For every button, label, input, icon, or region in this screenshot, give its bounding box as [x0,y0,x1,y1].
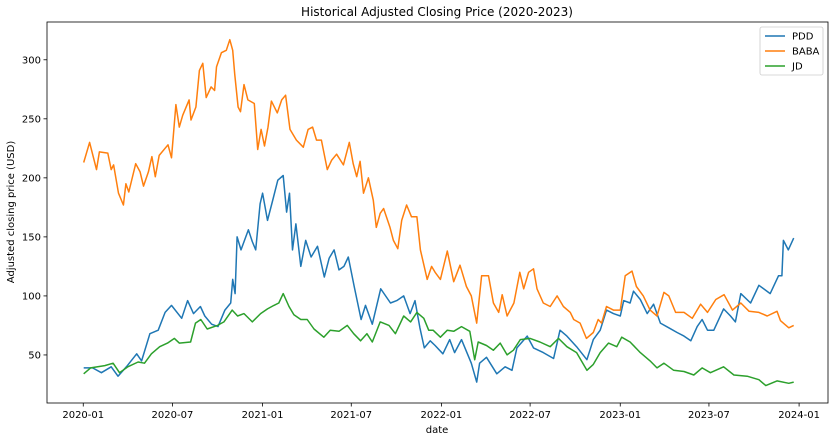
y-axis-label: Adjusted closing price (USD) [6,141,17,284]
legend-box [759,26,824,76]
y-tick-label: 150 [22,232,41,243]
plot-frame [46,21,829,404]
legend: PDD BABA JD [759,26,824,76]
series-layer [82,38,795,387]
series-line-baba [82,38,795,340]
x-tick-label: 2023-01 [599,410,641,421]
y-tick-label: 300 [22,55,41,66]
x-tick-label: 2021-01 [242,410,284,421]
x-tick-label: 2023-07 [688,410,730,421]
y-tick-label: 100 [22,291,41,302]
chart-title: Historical Adjusted Closing Price (2020-… [301,5,573,19]
x-tick-label: 2022-01 [421,410,463,421]
y-tick-label: 50 [28,350,41,361]
legend-label: PDD [792,32,814,43]
series-line-pdd [83,174,795,383]
series-line-jd [83,292,794,387]
legend-label: JD [791,62,803,73]
x-tick-label: 2020-01 [62,410,104,421]
x-tick-label: 2021-07 [330,410,372,421]
x-tick-label: 2020-07 [152,410,194,421]
x-axis: 2020-01 2020-07 2021-01 2021-07 2022-01 2022-… [62,403,820,421]
x-tick-label: 2024-01 [778,410,820,421]
x-tick-label: 2022-07 [509,410,551,421]
y-tick-label: 200 [22,173,41,184]
legend-label: BABA [792,47,820,58]
x-axis-label: date [426,425,449,436]
y-tick-label: 250 [22,114,41,125]
y-axis: 50 100 150 200 250 300 [22,55,47,361]
